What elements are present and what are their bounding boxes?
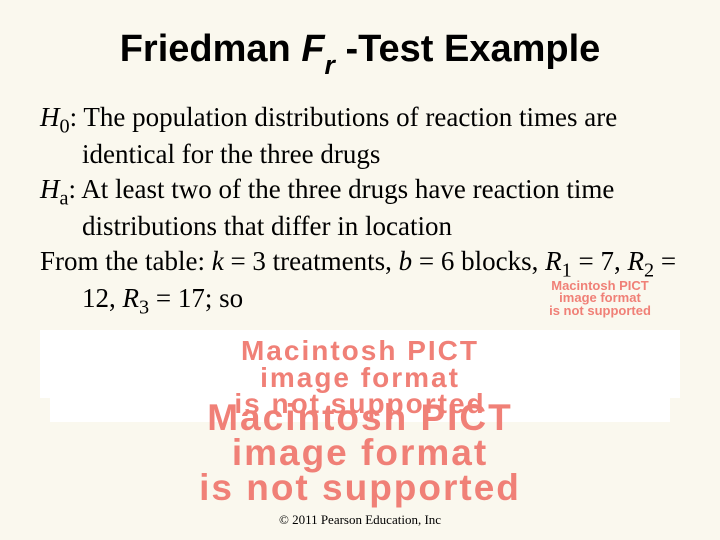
title-stat-sub: r [325,50,335,80]
pict-placeholder-large: Macintosh PICT image format is not suppo… [50,400,670,505]
copyright-text: © 2011 Pearson Education, Inc [279,512,441,527]
tl-r3-sub: 3 [139,297,149,319]
tl-k-val: = 3 treatments, [230,246,398,276]
tl-r3-val: = 17; so [149,283,243,313]
tl-prefix: From the table: [40,246,212,276]
slide: Friedman Fr -Test Example H0: The popula… [0,0,720,540]
ha-text: : At least two of the three drugs have r… [69,174,615,242]
h0-line: H0: The population distributions of reac… [40,101,680,171]
h0-text: : The population distributions of reacti… [70,102,618,170]
tl-r3-sym: R [123,283,140,313]
ha-line: Ha: At least two of the three drugs have… [40,173,680,243]
copyright: © 2011 Pearson Education, Inc [0,512,720,528]
title-post: -Test Example [335,28,600,70]
tl-r1-sym: R [545,246,562,276]
ha-sym: H [40,174,60,204]
tl-b-sym: b [399,246,413,276]
tl-r2-sym: R [627,246,644,276]
tl-k-sym: k [212,246,224,276]
h0-sym: H [40,102,60,132]
h0-sub: 0 [60,115,70,137]
slide-title: Friedman Fr -Test Example [40,28,680,77]
ha-sub: a [60,187,69,209]
tl-r1-val: = 7, [572,246,628,276]
pict-placeholder-small: Macintosh PICT image format is not suppo… [530,280,670,317]
title-pre: Friedman [120,28,302,70]
title-stat-letter: F [301,28,324,70]
pict-l3: is not supported [549,303,651,318]
pict-lg-l3: is not supported [199,467,521,508]
tl-b-val: = 6 blocks, [419,246,538,276]
